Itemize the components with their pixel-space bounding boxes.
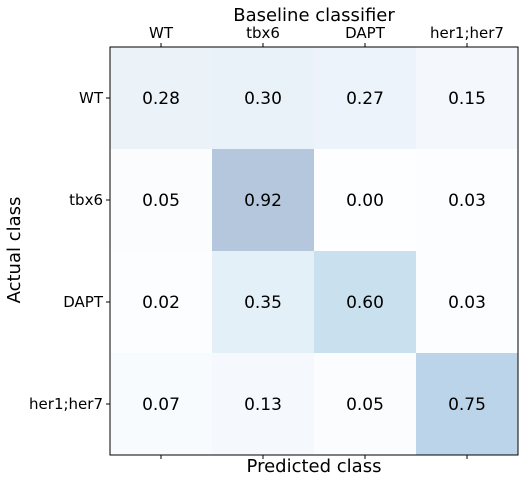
cell-value-label-r3-c3: 0.75 [448,395,486,415]
heatmap-cell-r3-c2 [314,353,416,455]
bottom-tick-marks [160,455,468,459]
heatmap-cell-r3-c0 [110,353,212,455]
y-tick-label-2: DAPT [63,293,104,311]
cell-value-labels: 0.28 0.30 0.27 0.15 0.05 0.92 0.00 0.03 0.02 0.35… [142,89,486,415]
y-tick-label-3: her1;her7 [29,395,103,413]
x-axis-label: Predicted class [247,456,382,477]
cell-value-label-r2-c3: 0.03 [448,293,486,313]
heatmap-cell-r1-c2 [314,149,416,251]
heatmap-cell-r3-c3 [416,353,518,455]
plot-frame [109,46,519,456]
cell-value-label-r1-c1: 0.92 [244,191,282,211]
x-tick-label-2: DAPT [345,24,386,42]
heatmap-cell-r0-c0 [110,47,212,149]
cell-value-label-r0-c2: 0.27 [346,89,384,109]
cell-value-label-r1-c0: 0.05 [142,191,180,211]
cell-value-label-r0-c3: 0.15 [448,89,486,109]
heatmap-cell-r3-c1 [212,353,314,455]
cell-value-label-r1-c2: 0.00 [346,191,384,211]
heatmap-cell-r0-c1 [212,47,314,149]
cell-value-label-r1-c3: 0.03 [448,191,486,211]
heatmap-cell-r1-c3 [416,149,518,251]
cell-value-label-r3-c2: 0.05 [346,395,384,415]
cell-value-label-r2-c1: 0.35 [244,293,282,313]
x-tick-label-3: her1;her7 [430,24,504,42]
heatmap-cell-r2-c1 [212,251,314,353]
heatmap-cell-r1-c0 [110,149,212,251]
cell-value-label-r0-c0: 0.28 [142,89,180,109]
y-tick-labels: WT tbx6 DAPT her1;her7 [29,89,110,413]
cell-value-label-r3-c0: 0.07 [142,395,180,415]
y-tick-label-0: WT [79,89,104,107]
cell-value-label-r3-c1: 0.13 [244,395,282,415]
x-tick-labels: WT tbx6 DAPT her1;her7 [149,24,504,47]
y-tick-label-1: tbx6 [69,191,103,209]
heatmap-cell-r2-c0 [110,251,212,353]
y-axis-label: Actual class [4,197,25,304]
x-tick-label-0: WT [149,24,174,42]
heatmap-cell-r2-c2 [314,251,416,353]
heatmap-cells [110,47,518,455]
x-tick-label-1: tbx6 [246,24,280,42]
heatmap-cell-r1-c1 [212,149,314,251]
heatmap-cell-r0-c3 [416,47,518,149]
cell-value-label-r0-c1: 0.30 [244,89,282,109]
heatmap-cell-r0-c2 [314,47,416,149]
cell-value-label-r2-c2: 0.60 [346,293,384,313]
cell-value-label-r2-c0: 0.02 [142,293,180,313]
chart-title: Baseline classifier [233,5,395,26]
heatmap-cell-r2-c3 [416,251,518,353]
